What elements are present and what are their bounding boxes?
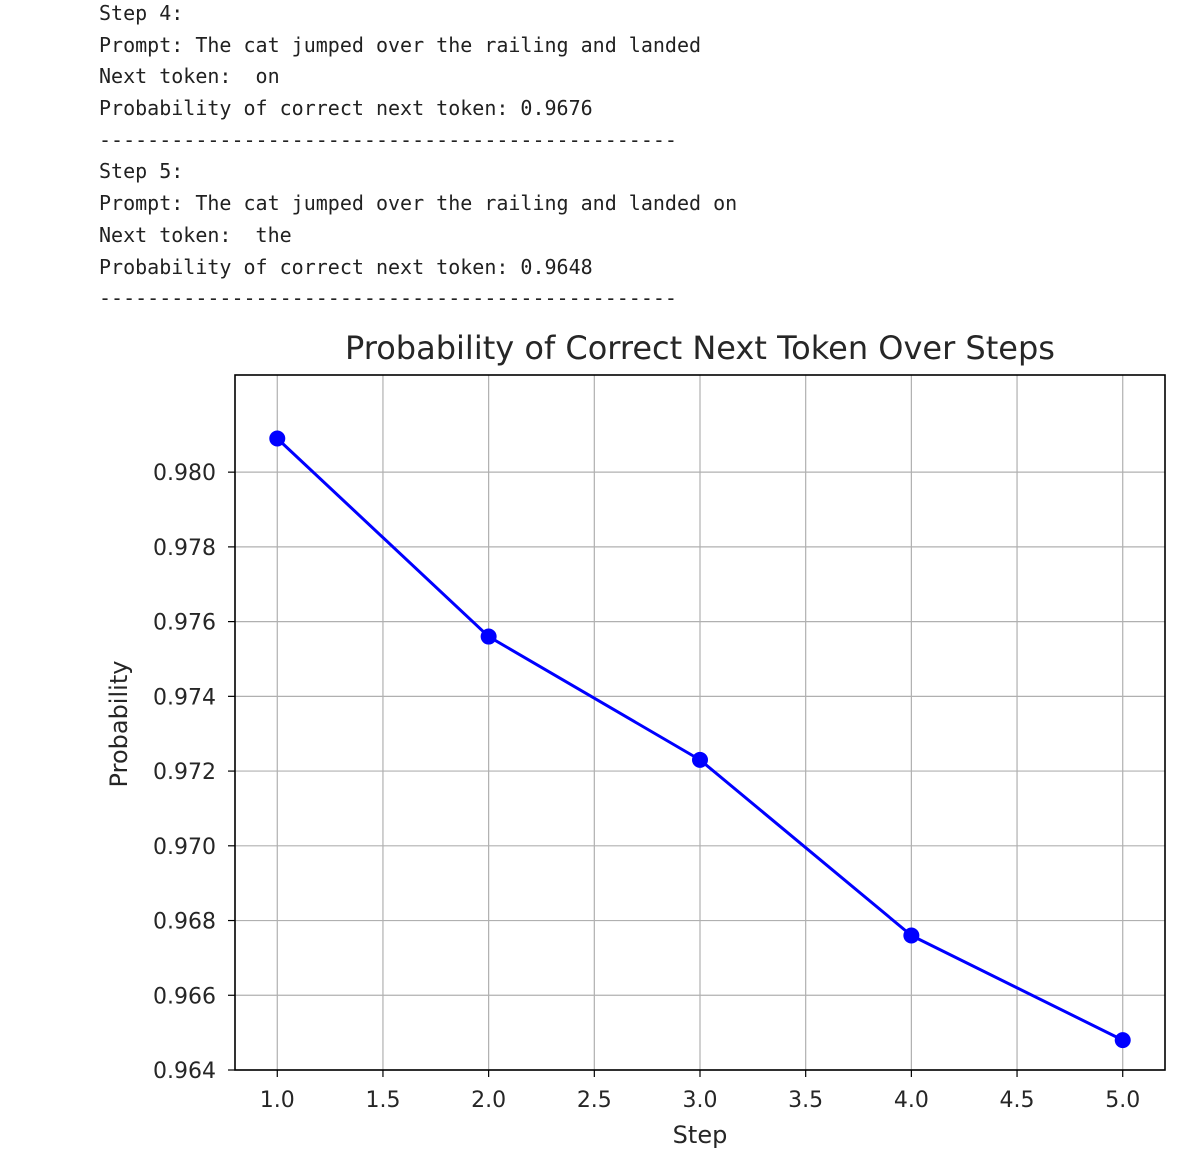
y-tick-label: 0.980 [153, 461, 216, 486]
data-point [1114, 1032, 1131, 1049]
y-axis-label: Probability [105, 661, 133, 788]
output-line-step-5: Step 5: [99, 159, 184, 184]
output-line-probability: Probability of correct next token: 0.964… [99, 254, 593, 279]
data-point [269, 430, 286, 447]
output-line-prompt: Prompt: The cat jumped over the railing … [99, 191, 738, 216]
output-line-prompt: Prompt: The cat jumped over the railing … [99, 32, 702, 57]
y-tick-label: 0.974 [153, 685, 216, 710]
y-tick-label: 0.972 [153, 760, 216, 785]
x-tick-label: 4.5 [1000, 1088, 1035, 1113]
data-point [692, 751, 708, 768]
x-tick-label: 3.0 [683, 1088, 718, 1113]
output-line-step-4: Step 4: [99, 1, 184, 25]
data-point [903, 927, 920, 944]
x-tick-label: 1.5 [365, 1088, 400, 1113]
y-tick-label: 0.970 [153, 835, 216, 860]
chart-title: Probability of Correct Next Token Over S… [345, 329, 1055, 367]
chart-grid [235, 375, 1165, 1071]
output-line-next-token: Next token: the [99, 222, 292, 247]
x-axis-label: Step [673, 1121, 728, 1149]
x-tick-label: 4.0 [894, 1088, 929, 1113]
x-tick-label: 3.5 [788, 1088, 823, 1113]
output-line-next-token: Next token: on [99, 64, 280, 89]
y-tick-label: 0.978 [153, 536, 216, 561]
output-line-separator: ----------------------------------------… [99, 286, 677, 311]
x-tick-label: 2.5 [577, 1088, 612, 1113]
cell-output: Step 4: Prompt: The cat jumped over the … [99, 0, 737, 317]
x-tick-label: 2.0 [471, 1088, 506, 1113]
chart-series [269, 430, 1131, 1049]
y-tick-label: 0.968 [153, 910, 216, 935]
y-tick-label: 0.964 [153, 1059, 216, 1084]
y-tick-label: 0.976 [153, 611, 216, 636]
chart-ticks: 1.0 1.5 2.0 2.5 3.0 3.5 4.0 4.5 5.0 0.964 0.966 0.9… [153, 461, 1140, 1113]
data-point [480, 628, 497, 645]
x-tick-label: 1.0 [260, 1088, 295, 1113]
output-line-separator: ----------------------------------------… [99, 127, 677, 152]
y-tick-label: 0.966 [153, 984, 216, 1009]
x-tick-label: 5.0 [1105, 1088, 1140, 1113]
output-line-probability: Probability of correct next token: 0.967… [99, 96, 593, 121]
